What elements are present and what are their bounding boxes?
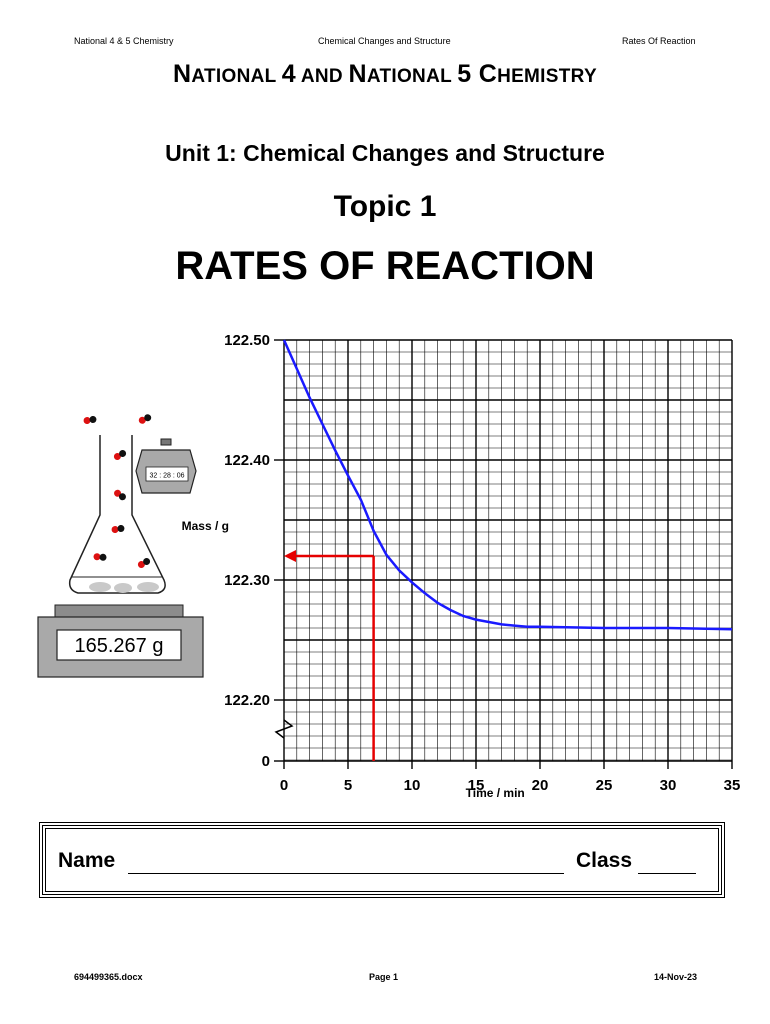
unit-title: Unit 1: Chemical Changes and Structure — [165, 140, 605, 166]
main-title-part: 4 — [281, 60, 296, 88]
main-title: NATIONAL 4 AND NATIONAL 5 CHEMISTRY — [0, 60, 770, 89]
page-title: RATES OF REACTION — [175, 244, 595, 288]
name-label: Name — [58, 849, 116, 872]
x-tick-label: 35 — [724, 777, 741, 794]
stopwatch-time: 32 : 28 : 06 — [149, 473, 184, 480]
x-tick-label: 25 — [596, 777, 613, 794]
x-tick-label: 5 — [344, 777, 352, 794]
footer-page: Page 1 — [369, 972, 399, 982]
topic-title: Topic 1 — [333, 190, 437, 223]
y-tick-label: 122.50 — [224, 332, 270, 349]
axis-break-icon — [274, 719, 294, 739]
header-topic: Rates Of Reaction — [622, 36, 696, 46]
main-title-part: ATIONAL — [191, 66, 282, 87]
header-unit: Chemical Changes and Structure — [318, 36, 451, 46]
y-tick-label: 122.20 — [224, 692, 270, 709]
experiment-illustration: 32 : 28 : 06 165.267 g — [37, 414, 204, 678]
y-tick-label: 0 — [262, 753, 270, 770]
x-axis-label: Time / min — [466, 786, 525, 800]
x-tick-label: 30 — [660, 777, 677, 794]
class-label: Class — [576, 849, 633, 872]
x-tick-label: 20 — [532, 777, 549, 794]
balance-icon: 165.267 g — [37, 604, 204, 678]
main-title-part: N — [173, 60, 192, 88]
balance-reading: 165.267 g — [75, 635, 164, 657]
x-tick-label: 15 — [468, 777, 485, 794]
name-class-box: Name Class — [39, 822, 725, 898]
main-title-part: N — [348, 60, 367, 88]
mass-time-chart: 122.50 122.40 122.30 122.20 00 5 10 15 20 25 30 35 T… — [182, 332, 741, 800]
main-title-part: 5 — [457, 60, 472, 88]
y-axis-label: Mass / g — [182, 519, 229, 533]
main-title-part: C — [471, 60, 498, 88]
footer-filename: 694499365.docx — [74, 972, 143, 982]
class-field[interactable] — [638, 873, 696, 874]
name-field[interactable] — [128, 873, 564, 874]
arrowhead-icon — [284, 550, 296, 562]
main-title-part: HEMISTRY — [497, 66, 597, 87]
conical-flask-icon — [68, 435, 166, 594]
x-tick-label: 0 — [280, 777, 288, 794]
main-title-part: ATIONAL — [366, 66, 458, 87]
x-tick-label: 10 — [404, 777, 421, 794]
gas-molecules — [83, 414, 152, 568]
y-tick-label: 122.40 — [224, 452, 270, 469]
stopwatch-icon: 32 : 28 : 06 — [135, 438, 197, 494]
y-tick-label: 122.30 — [224, 572, 270, 589]
mass-curve — [282, 339, 733, 631]
main-title-part: AND — [295, 66, 349, 87]
header-doc-title: National 4 & 5 Chemistry — [74, 36, 174, 46]
footer-date: 14-Nov-23 — [654, 972, 698, 982]
